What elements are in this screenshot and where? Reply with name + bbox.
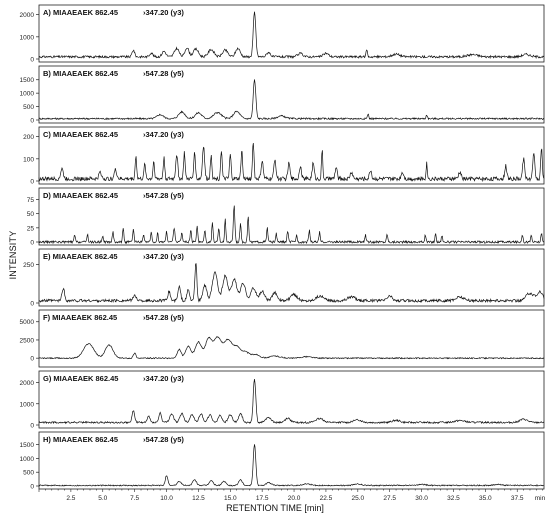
panel-g-ytick-label: 1000 <box>20 401 35 408</box>
panel-f-trace <box>38 336 545 360</box>
panel-h-title: H) MIAAEAEK 862.45 <box>43 435 118 444</box>
panel-e-trace <box>38 263 545 304</box>
panel-h-transition: ›547.28 (y5) <box>143 435 184 444</box>
panel-g-ytick-label: 2000 <box>20 380 35 387</box>
panel-f-frame <box>38 309 545 368</box>
panel-b-frame <box>38 65 545 124</box>
panel-b-ytick-label: 500 <box>23 104 34 111</box>
panel-e-frame <box>38 248 545 307</box>
panel-b-ytick-label: 1500 <box>20 77 35 84</box>
panel-e-ytick-label: 250 <box>23 262 34 269</box>
x-tick-label: 15.0 <box>224 495 237 502</box>
x-tick-label: 37.5 <box>511 495 524 502</box>
panel-d-frame <box>38 187 545 246</box>
panel-a-ytick-label: 0 <box>30 57 34 64</box>
panel-e-title: E) MIAAEAEK 862.45 <box>43 252 118 261</box>
x-tick-label: 32.5 <box>447 495 460 502</box>
panel-c-ytick-label: 0 <box>30 179 34 186</box>
panel-d-ytick-label: 25 <box>27 225 35 232</box>
panel-d-ytick-label: 75 <box>27 197 35 204</box>
panel-a-ytick-label: 1000 <box>20 34 35 41</box>
panel-c-ytick-label: 200 <box>23 134 34 141</box>
x-tick-label: 2.5 <box>66 495 75 502</box>
x-tick-label: 25.0 <box>351 495 364 502</box>
panel-h-trace <box>38 444 545 487</box>
x-axis-title: RETENTION TIME [min] <box>226 503 324 513</box>
x-tick-label: 35.0 <box>479 495 492 502</box>
panel-h-frame <box>38 431 545 490</box>
panel-b-ytick-label: 0 <box>30 118 34 125</box>
x-tick-label: 5.0 <box>98 495 107 502</box>
panel-d-title: D) MIAAEAEK 862.45 <box>43 191 118 200</box>
x-tick-label: 10.0 <box>160 495 173 502</box>
panel-b-ytick-label: 1000 <box>20 91 35 98</box>
x-tick-label: 20.0 <box>288 495 301 502</box>
panel-g-ytick-label: 0 <box>30 423 34 430</box>
panel-c-trace <box>38 142 545 183</box>
panel-f-title: F) MIAAEAEK 862.45 <box>43 313 117 322</box>
x-tick-label: 27.5 <box>383 495 396 502</box>
panel-g-trace <box>38 379 545 425</box>
panel-d-ytick-label: 50 <box>27 211 35 218</box>
panel-b-trace <box>38 79 545 121</box>
panel-f-ytick-label: 0 <box>30 356 34 363</box>
panel-e-transition: ›347.20 (y3) <box>143 252 184 261</box>
y-axis-title: INTENSITY <box>8 230 18 280</box>
panel-a-transition: ›347.20 (y3) <box>143 8 184 17</box>
x-tick-label: min <box>535 495 546 502</box>
panel-g-frame <box>38 370 545 429</box>
panel-g-transition: ›347.20 (y3) <box>143 374 184 383</box>
panel-e-ytick-label: 0 <box>30 301 34 308</box>
panel-f-ytick-label: 2500 <box>20 337 35 344</box>
panel-b-title: B) MIAAEAEK 862.45 <box>43 69 118 78</box>
panel-h-ytick-label: 500 <box>23 470 34 477</box>
panel-a-ytick-label: 2000 <box>20 12 35 19</box>
panel-c-frame <box>38 126 545 185</box>
panel-f-ytick-label: 5000 <box>20 319 35 326</box>
panel-d-trace <box>38 205 545 245</box>
panel-b-transition: ›547.28 (y5) <box>143 69 184 78</box>
panel-h-ytick-label: 1000 <box>20 456 35 463</box>
panel-d-transition: ›547.28 (y5) <box>143 191 184 200</box>
panel-g-title: G) MIAAEAEK 862.45 <box>43 374 118 383</box>
panel-h-ytick-label: 1500 <box>20 442 35 449</box>
panel-c-title: C) MIAAEAEK 862.45 <box>43 130 118 139</box>
panel-c-ytick-label: 100 <box>23 156 34 163</box>
x-tick-label: 12.5 <box>192 495 205 502</box>
panel-d-ytick-label: 0 <box>30 240 34 247</box>
x-tick-label: 7.5 <box>130 495 139 502</box>
panel-a-title: A) MIAAEAEK 862.45 <box>43 8 118 17</box>
x-tick-label: 17.5 <box>256 495 269 502</box>
panel-f-transition: ›547.28 (y5) <box>143 313 184 322</box>
panel-h-ytick-label: 0 <box>30 484 34 491</box>
x-tick-label: 22.5 <box>320 495 333 502</box>
panel-a-frame <box>38 4 545 63</box>
x-tick-label: 30.0 <box>415 495 428 502</box>
panel-c-transition: ›347.20 (y3) <box>143 130 184 139</box>
panel-a-trace <box>38 11 545 60</box>
